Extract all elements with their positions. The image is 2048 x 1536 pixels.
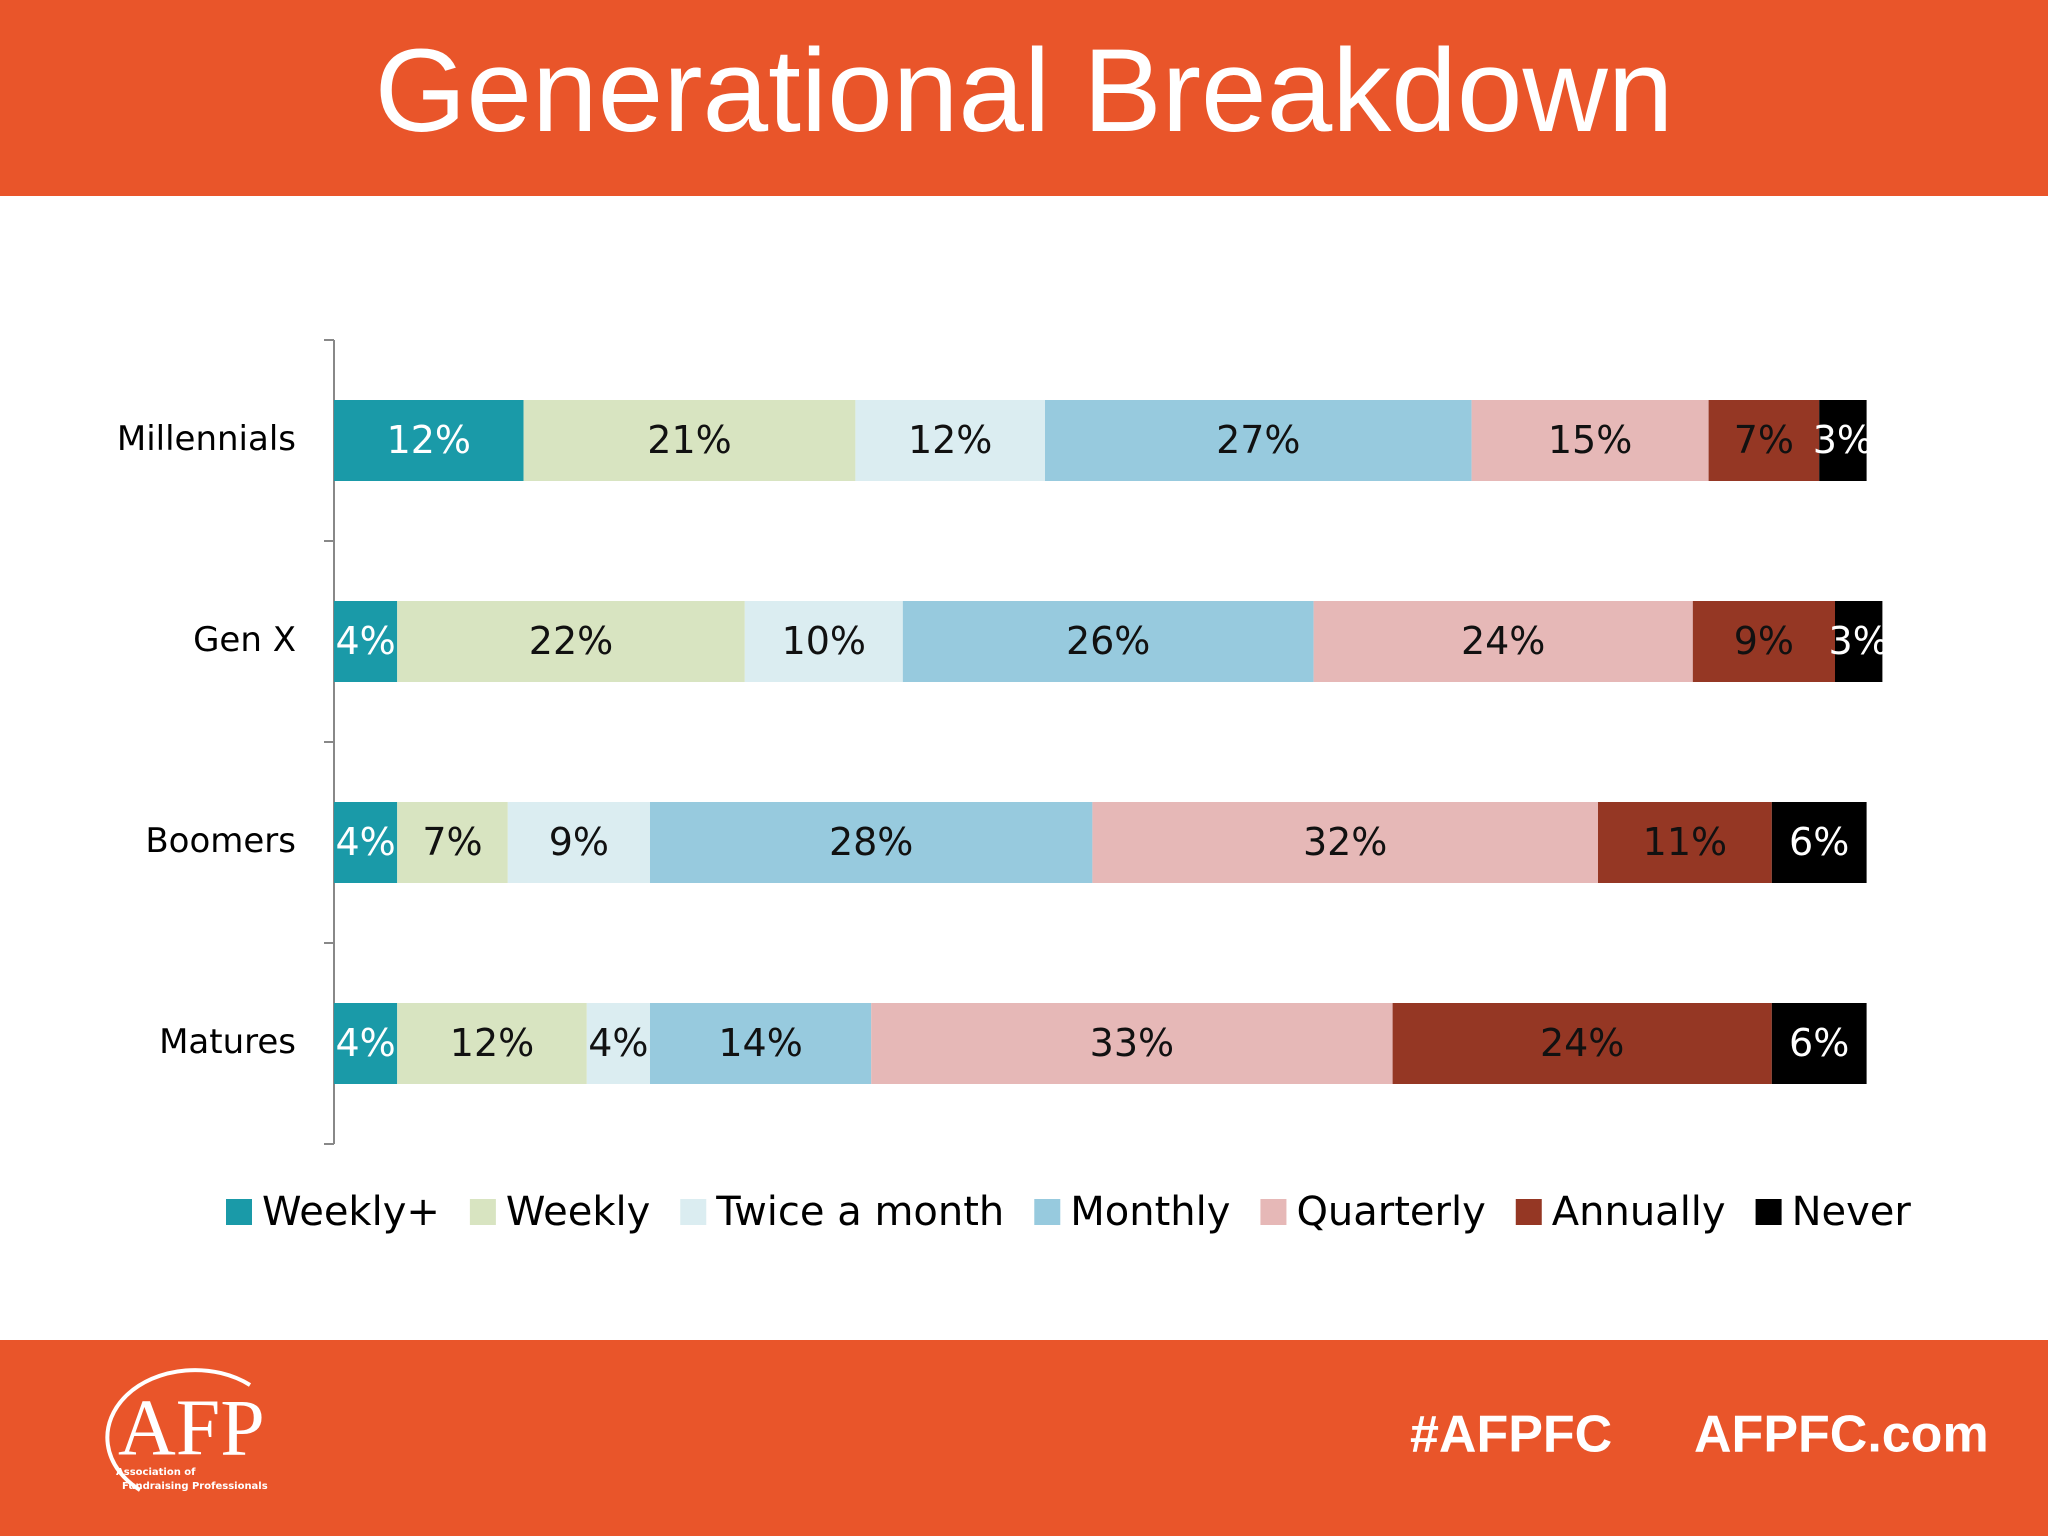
legend-label: Quarterly (1296, 1189, 1485, 1235)
category-label: Millennials (117, 419, 296, 459)
legend-label: Weekly (506, 1189, 650, 1235)
data-label: 3% (1813, 418, 1873, 462)
legend-label: Twice a month (715, 1189, 1004, 1235)
data-label: 32% (1303, 820, 1387, 864)
category-label: Matures (159, 1022, 296, 1062)
bar-segment (1471, 400, 1709, 481)
data-label: 7% (422, 820, 482, 864)
bar-segment (1313, 601, 1693, 682)
data-label: 22% (529, 619, 613, 663)
legend-swatch (469, 1199, 496, 1225)
bar-segment (1771, 1003, 1867, 1084)
bar-segment (1835, 601, 1883, 682)
data-label: 4% (335, 1021, 395, 1065)
data-label: 3% (1829, 619, 1889, 663)
chart: Millennials 12% 21% 12% 27% 15% 7% 3% Gen X 4% 22%… (117, 339, 1912, 1235)
bar-segment (523, 400, 856, 481)
data-label: 6% (1789, 820, 1849, 864)
bar-segment (650, 802, 1093, 883)
logo-text: AFP (118, 1384, 265, 1472)
data-label: 27% (1216, 418, 1300, 462)
data-label: 21% (647, 418, 731, 462)
data-label: 24% (1540, 1021, 1624, 1065)
data-label: 4% (588, 1021, 648, 1065)
bar-segment (397, 1003, 587, 1084)
legend-swatch (1755, 1199, 1782, 1225)
legend-label: Never (1792, 1189, 1912, 1235)
legend-swatch (226, 1199, 252, 1225)
slide-title: Generational Breakdown (375, 25, 1674, 157)
bar-segment (1092, 802, 1598, 883)
logo-subtitle: Association of (116, 1467, 196, 1478)
bar-segment (1819, 400, 1867, 481)
bar-segment (334, 1003, 398, 1084)
data-label: 14% (718, 1021, 802, 1065)
bar-segment (397, 802, 508, 883)
data-label: 10% (782, 619, 866, 663)
data-label: 4% (335, 820, 395, 864)
data-label: 33% (1090, 1021, 1174, 1065)
bar-segment (744, 601, 903, 682)
bar-segment (871, 1003, 1393, 1084)
data-label: 12% (908, 418, 992, 462)
website: AFPFC.com (1694, 1406, 1989, 1464)
bar-segment (902, 601, 1314, 682)
data-label: 9% (549, 820, 609, 864)
bar-segment (650, 1003, 872, 1084)
data-label: 7% (1734, 418, 1794, 462)
header-band (0, 0, 2048, 196)
legend-label: Weekly+ (262, 1189, 440, 1235)
data-label: 15% (1548, 418, 1632, 462)
bar-segment (1045, 400, 1472, 481)
logo-arc (105, 1368, 252, 1492)
data-label: 6% (1789, 1021, 1849, 1065)
legend-swatch (680, 1199, 707, 1225)
bar-segment (507, 802, 650, 883)
legend-swatch (1515, 1199, 1542, 1225)
bar-segment (1692, 601, 1835, 682)
legend-swatch (1260, 1199, 1287, 1225)
bar-segment (1392, 1003, 1772, 1084)
category-label: Gen X (193, 620, 296, 660)
data-label: 4% (335, 619, 395, 663)
bar-segment (334, 400, 524, 481)
bar-segment (1708, 400, 1820, 481)
footer-band (0, 1340, 2048, 1536)
legend-swatch (1034, 1199, 1061, 1225)
data-label: 28% (829, 820, 913, 864)
data-label: 24% (1461, 619, 1545, 663)
bar-segment (397, 601, 745, 682)
data-label: 12% (387, 418, 471, 462)
category-label: Boomers (145, 821, 296, 861)
hashtag: #AFPFC (1410, 1406, 1612, 1464)
bar-segment (586, 1003, 650, 1084)
data-label: 12% (450, 1021, 534, 1065)
bar-segment (334, 601, 398, 682)
legend-label: Monthly (1070, 1189, 1230, 1235)
data-label: 11% (1643, 820, 1727, 864)
data-label: 9% (1734, 619, 1794, 663)
bar-segment (855, 400, 1045, 481)
bar-segment (1771, 802, 1867, 883)
data-label: 26% (1066, 619, 1150, 663)
logo-subtitle: Fundraising Professionals (122, 1481, 268, 1492)
bar-segment (334, 802, 398, 883)
bar-segment (1598, 802, 1772, 883)
legend-label: Annually (1552, 1189, 1726, 1235)
